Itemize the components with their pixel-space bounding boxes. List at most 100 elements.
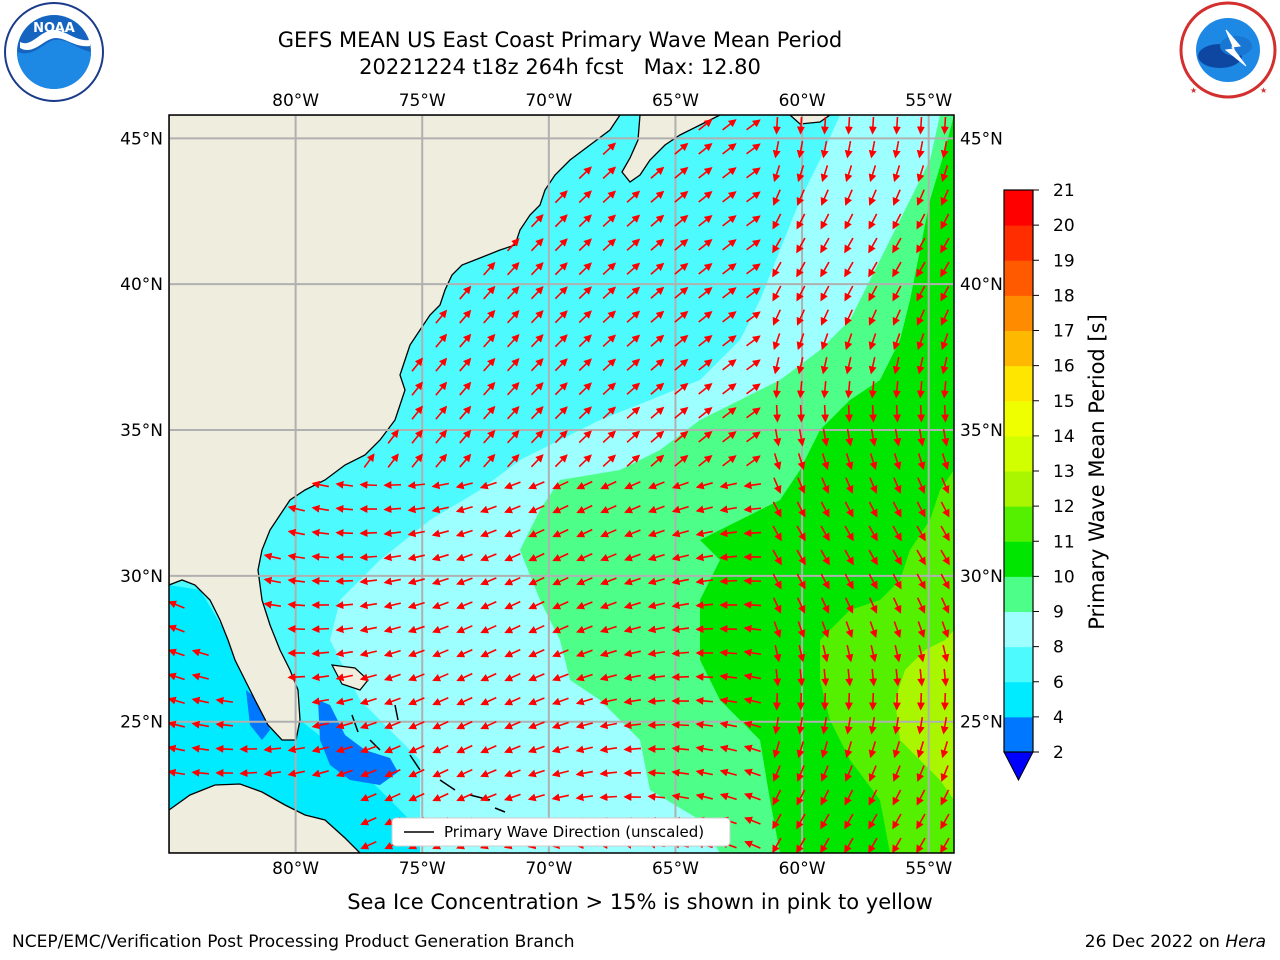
wave-arrow: [554, 310, 568, 324]
wave-arrow: [916, 525, 926, 542]
wave-arrow: [599, 721, 618, 730]
wave-arrow: [796, 165, 805, 183]
wave-arrow: [698, 335, 713, 347]
wave-arrow: [480, 769, 497, 778]
wave-arrow: [772, 380, 781, 399]
wave-arrow: [359, 577, 378, 586]
wave-arrow: [674, 238, 689, 251]
wave-arrow: [599, 793, 618, 802]
wave-arrow: [552, 625, 569, 634]
wave-arrow: [844, 116, 853, 135]
wave-arrow: [459, 357, 472, 372]
wave-arrow: [746, 359, 761, 371]
wave-arrow: [287, 769, 305, 778]
colorbar-label: Primary Wave Mean Period [s]: [1085, 314, 1109, 630]
wave-arrow: [695, 601, 714, 610]
lat-tick-label-right: 40°N: [960, 275, 1003, 295]
wave-arrow: [626, 358, 641, 371]
colorbar-segment: [1004, 225, 1033, 261]
wave-arrow: [311, 769, 329, 778]
wave-arrow: [215, 696, 234, 705]
wave-arrow: [530, 334, 544, 348]
wave-arrow: [383, 625, 401, 634]
wave-arrow: [528, 505, 545, 514]
wave-arrow: [772, 716, 781, 735]
colorbar-tick-label: 18: [1053, 286, 1075, 306]
wave-arrow: [554, 382, 568, 396]
wave-arrow: [844, 716, 853, 735]
wave-arrow: [647, 768, 666, 777]
wave-arrow: [893, 668, 902, 687]
wave-arrow: [743, 481, 762, 490]
wave-arrow: [671, 577, 689, 586]
wave-arrow: [743, 744, 761, 753]
wave-arrow: [916, 692, 925, 711]
wave-arrow: [527, 745, 545, 754]
wave-arrow: [722, 383, 737, 395]
wave-arrow: [916, 501, 926, 518]
wave-arrow: [892, 573, 902, 590]
wave-arrow: [719, 577, 738, 586]
wave-arrow: [892, 237, 902, 254]
wave-arrow: [820, 716, 829, 735]
wave-arrow: [504, 624, 521, 634]
wave-arrow: [916, 116, 925, 135]
wave-arrow: [215, 744, 234, 753]
wave-arrow: [892, 501, 902, 518]
wave-arrow: [551, 697, 569, 706]
lat-tick-label-left: 30°N: [120, 567, 163, 587]
wave-arrow: [845, 621, 854, 639]
wave-arrow: [772, 501, 782, 518]
wave-arrow: [602, 310, 617, 324]
wave-arrow: [869, 453, 878, 471]
wave-arrow: [554, 358, 568, 372]
wave-arrow: [623, 625, 641, 634]
wave-arrow: [530, 430, 544, 444]
wave-arrow: [868, 261, 878, 278]
colorbar-tick-label: 2: [1053, 743, 1064, 763]
wave-arrow: [578, 190, 592, 204]
colorbar-tick-label: 8: [1053, 638, 1064, 658]
wave-arrow: [845, 477, 854, 494]
wave-arrow: [772, 285, 782, 302]
wave-arrow: [552, 576, 569, 586]
wave-arrow: [408, 768, 425, 778]
wave-arrow: [868, 140, 877, 159]
wave-arrow: [772, 165, 781, 183]
wave-arrow: [743, 624, 762, 633]
wave-arrow: [868, 165, 877, 183]
wave-arrow: [719, 481, 737, 490]
wave-arrow: [796, 189, 805, 206]
wave-arrow: [383, 553, 402, 562]
wave-arrow: [940, 237, 950, 254]
colorbar-extend-triangle: [1003, 751, 1034, 782]
wave-arrow: [916, 213, 926, 230]
wave-arrow: [722, 239, 737, 251]
wave-arrow: [722, 263, 737, 275]
wave-arrow: [455, 553, 473, 562]
wave-arrow: [626, 310, 641, 323]
wave-arrow: [916, 309, 926, 326]
colorbar-tick-label: 19: [1053, 251, 1075, 271]
wave-arrow: [674, 190, 689, 203]
wave-arrow: [941, 404, 950, 423]
lat-tick-label-right: 30°N: [960, 567, 1003, 587]
wave-arrow: [868, 116, 877, 135]
wave-arrow: [722, 311, 737, 323]
wave-arrow: [599, 697, 617, 706]
wave-arrow: [940, 692, 949, 711]
wave-arrow: [796, 261, 806, 278]
wave-arrow: [624, 505, 641, 514]
wave-arrow: [892, 140, 901, 159]
wave-arrow: [480, 696, 497, 706]
wave-arrow: [695, 720, 714, 729]
wave-arrow: [868, 525, 878, 542]
wave-arrow: [287, 552, 306, 561]
wave-arrow: [648, 481, 665, 490]
wave-arrow: [868, 237, 878, 254]
wave-arrow: [626, 454, 641, 467]
lon-tick-label-bottom: 55°W: [905, 859, 952, 879]
wave-arrow: [916, 716, 925, 735]
wave-arrow: [695, 505, 713, 514]
wave-arrow: [796, 692, 805, 711]
